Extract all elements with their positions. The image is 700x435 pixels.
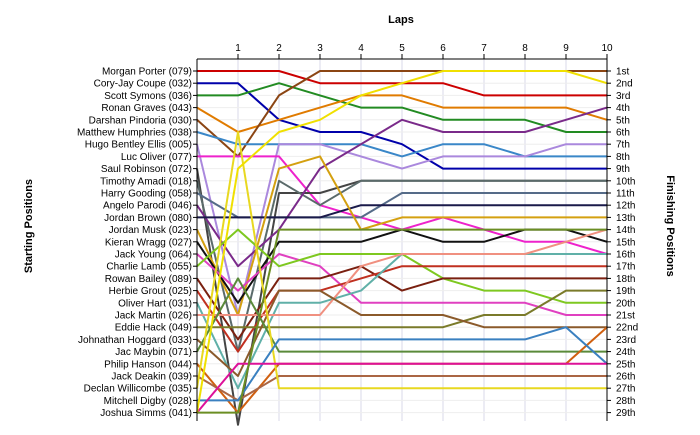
finishing-position-label: 9th <box>616 164 630 175</box>
starting-position-label: Jac Maybin (071) <box>115 347 192 358</box>
driver-position-line <box>196 131 607 390</box>
lap-tick-label: 3 <box>317 43 323 54</box>
starting-position-label: Philip Hanson (044) <box>104 359 192 370</box>
driver-position-line <box>196 179 607 353</box>
finishing-position-label: 10th <box>616 176 635 187</box>
lap-tick-label: 7 <box>481 43 487 54</box>
starting-position-label: Luc Oliver (077) <box>121 152 192 163</box>
finishing-position-label: 13th <box>616 213 635 224</box>
labels: Morgan Porter (079)Cory-Jay Coupe (032)S… <box>77 67 638 420</box>
starting-position-label: Jordan Brown (080) <box>104 213 192 224</box>
finishing-position-label: 7th <box>616 140 630 151</box>
starting-position-label: Timothy Amadi (018) <box>100 176 192 187</box>
finishing-position-label: 8th <box>616 152 630 163</box>
finishing-position-label: 22nd <box>616 323 638 334</box>
starting-position-label: Matthew Humphries (038) <box>77 128 192 139</box>
finishing-position-label: 12th <box>616 201 635 212</box>
starting-position-label: Hugo Bentley Ellis (005) <box>85 140 192 151</box>
driver-position-line <box>196 277 607 353</box>
finishing-position-label: 19th <box>616 286 635 297</box>
starting-position-label: Jordan Musk (023) <box>109 225 192 236</box>
chart-title: Laps <box>388 14 414 26</box>
driver-position-line <box>197 326 608 402</box>
driver-position-line <box>197 228 608 316</box>
driver-position-line <box>196 143 607 316</box>
finishing-position-label: 25th <box>616 359 635 370</box>
right-axis-title: Finishing Positions <box>664 175 676 276</box>
finishing-position-label: 20th <box>616 298 635 309</box>
driver-position-line <box>196 375 607 402</box>
starting-position-label: Charlie Lamb (055) <box>106 262 192 273</box>
starting-position-label: Oliver Hart (031) <box>118 298 192 309</box>
lap-tick-label: 8 <box>522 43 528 54</box>
finishing-position-label: 14th <box>616 225 635 236</box>
finishing-position-label: 17th <box>616 262 635 273</box>
lap-tick-label: 6 <box>440 43 446 54</box>
starting-position-label: Jack Deakin (039) <box>111 372 192 383</box>
starting-position-label: Jack Martin (026) <box>115 311 192 322</box>
finishing-position-label: 28th <box>616 396 635 407</box>
lap-tick-label: 5 <box>399 43 405 54</box>
finishing-position-label: 2nd <box>616 79 633 90</box>
starting-position-label: Morgan Porter (079) <box>102 67 192 78</box>
finishing-position-label: 11th <box>616 189 635 200</box>
starting-position-label: Eddie Hack (049) <box>115 323 192 334</box>
finishing-position-label: 23rd <box>616 335 636 346</box>
lap-tick-label: 9 <box>563 43 569 54</box>
driver-position-line <box>197 82 607 170</box>
starting-position-label: Kieran Wragg (027) <box>105 237 192 248</box>
driver-position-line <box>196 289 607 377</box>
finishing-position-label: 26th <box>616 372 635 383</box>
finishing-position-label: 29th <box>616 408 635 419</box>
lap-tick-label: 10 <box>601 43 613 54</box>
starting-position-label: Rowan Bailey (089) <box>105 274 192 285</box>
axes: 1 2 3 4 5 6 7 8 9 10 <box>193 43 613 421</box>
starting-position-label: Scott Symons (036) <box>104 91 192 102</box>
finishing-position-label: 4th <box>616 103 630 114</box>
finishing-position-label: 27th <box>616 384 635 395</box>
finishing-position-label: 24th <box>616 347 635 358</box>
driver-position-line <box>197 82 607 133</box>
lap-tick-label: 4 <box>358 43 364 54</box>
lap-tick-label: 1 <box>235 43 241 54</box>
starting-position-label: Ronan Graves (043) <box>101 103 192 114</box>
starting-position-label: Joshua Simms (041) <box>100 408 192 419</box>
starting-position-label: Herbie Grout (025) <box>109 286 192 297</box>
lap-tick-label: 2 <box>276 43 282 54</box>
starting-position-label: Mitchell Digby (028) <box>104 396 192 407</box>
driver-position-line <box>196 362 607 414</box>
finishing-position-label: 21st <box>616 311 635 322</box>
left-axis-title: Starting Positions <box>23 179 35 273</box>
starting-position-label: Cory-Jay Coupe (032) <box>94 79 192 90</box>
series-lines <box>196 70 608 426</box>
finishing-position-label: 3rd <box>616 91 630 102</box>
starting-position-label: Angelo Parodi (046) <box>103 201 192 212</box>
finishing-position-label: 15th <box>616 237 635 248</box>
driver-position-line <box>197 228 607 414</box>
finishing-position-label: 16th <box>616 250 635 261</box>
starting-position-label: Jack Young (064) <box>115 250 192 261</box>
driver-position-line <box>196 155 607 316</box>
finishing-position-label: 1st <box>616 67 630 78</box>
starting-position-label: Darshan Pindoria (030) <box>89 115 192 126</box>
starting-position-label: Johnathan Hoggard (033) <box>78 335 192 346</box>
finishing-position-label: 18th <box>616 274 635 285</box>
finishing-position-label: 6th <box>616 128 630 139</box>
starting-position-label: Declan Willicombe (035) <box>84 384 192 395</box>
finishing-position-label: 5th <box>616 115 630 126</box>
starting-position-label: Saul Robinson (072) <box>101 164 192 175</box>
driver-position-line <box>196 106 608 268</box>
driver-position-line <box>196 265 607 353</box>
starting-position-label: Harry Gooding (058) <box>101 189 192 200</box>
driver-position-line <box>196 70 608 413</box>
driver-position-line <box>196 94 608 133</box>
